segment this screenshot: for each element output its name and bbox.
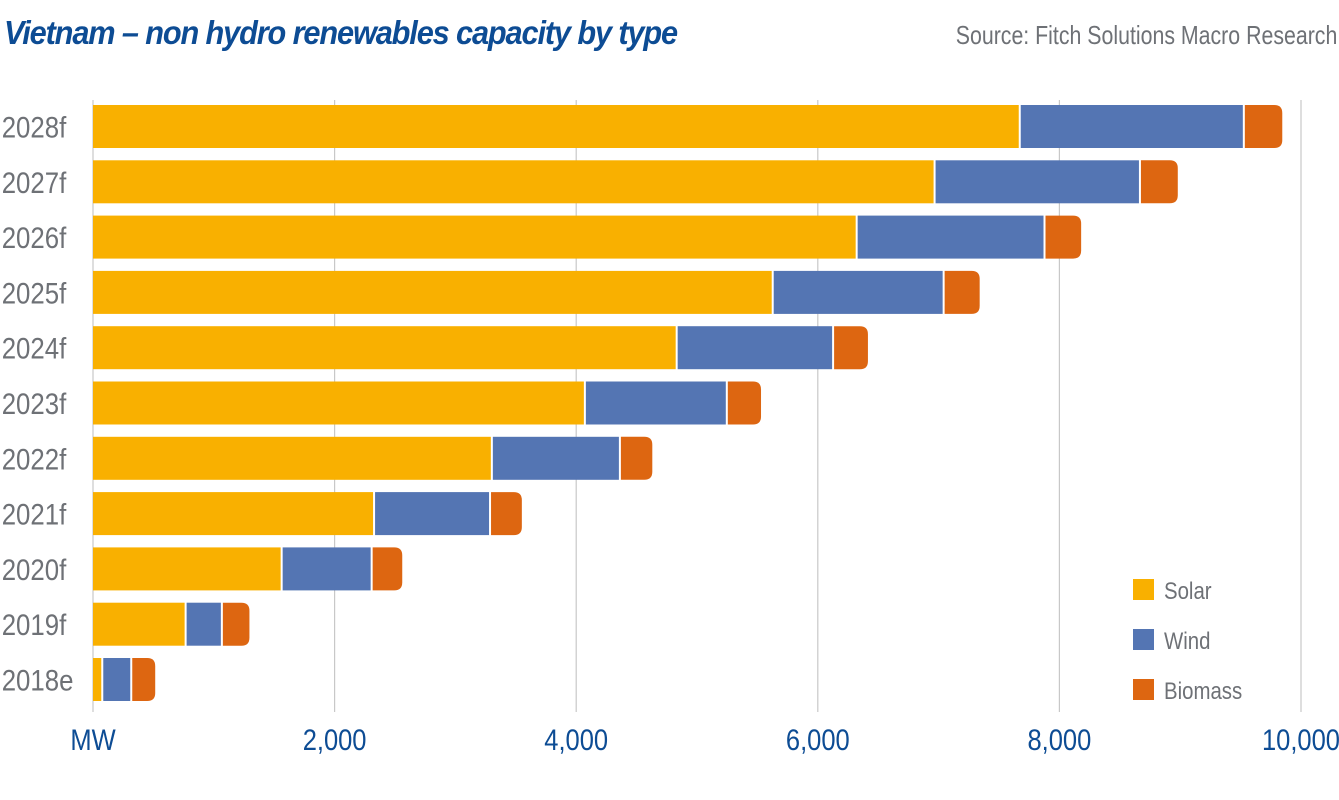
category-label: 2021f xyxy=(2,498,67,531)
category-label: 2018e xyxy=(2,664,74,697)
bar-segment-wind xyxy=(282,547,371,591)
x-tick-label: 4,000 xyxy=(544,723,608,756)
bar-segment-biomass xyxy=(727,381,762,425)
bar-segment-solar xyxy=(93,602,185,646)
category-label: 2023f xyxy=(2,387,67,420)
x-tick-label: 10,000 xyxy=(1262,723,1339,756)
legend-swatch-solar xyxy=(1133,579,1154,600)
category-label: 2019f xyxy=(2,608,67,641)
category-label: 2024f xyxy=(2,332,67,365)
bar-segment-wind xyxy=(103,658,131,701)
bar-segment-biomass xyxy=(944,270,980,314)
bars xyxy=(93,105,1283,701)
bar-segment-biomass xyxy=(372,547,403,591)
bar-segment-wind xyxy=(375,492,490,536)
legend-label-wind: Wind xyxy=(1164,627,1210,654)
x-tick-label: MW xyxy=(70,723,116,756)
category-label: 2026f xyxy=(2,221,67,254)
bar-segment-solar xyxy=(93,160,934,204)
chart-title: Vietnam – non hydro renewables capacity … xyxy=(4,14,678,51)
category-label: 2028f xyxy=(2,111,67,144)
bar-segment-biomass xyxy=(491,492,522,536)
bar-segment-solar xyxy=(93,492,374,536)
bar-segment-wind xyxy=(677,326,833,370)
bar-segment-biomass xyxy=(1244,105,1283,148)
x-tick-label: 2,000 xyxy=(303,723,367,756)
bar-segment-wind xyxy=(773,270,943,314)
bar-segment-wind xyxy=(1020,105,1243,148)
bar-segment-wind xyxy=(492,436,619,480)
category-label: 2022f xyxy=(2,442,67,475)
category-labels: 2028f 2027f 2026f 2025f 2024f 2023f 2022f 2021f… xyxy=(2,111,74,697)
bar-segment-solar xyxy=(93,215,856,259)
legend-label-solar: Solar xyxy=(1164,577,1212,604)
bar-segment-biomass xyxy=(620,436,653,480)
bar-segment-solar xyxy=(93,270,772,314)
source-note: Source: Fitch Solutions Macro Research xyxy=(955,20,1337,50)
bar-segment-wind xyxy=(585,381,726,425)
bar-segment-solar xyxy=(93,381,584,425)
bar-segment-solar xyxy=(93,658,102,701)
bar-segment-solar xyxy=(93,105,1019,148)
category-label: 2027f xyxy=(2,166,67,199)
bar-segment-solar xyxy=(93,326,676,370)
bar-segment-biomass xyxy=(1045,215,1082,259)
x-tick-label: 6,000 xyxy=(786,723,850,756)
bar-segment-wind xyxy=(186,602,221,646)
x-tick-label: 8,000 xyxy=(1028,723,1092,756)
bar-segment-wind xyxy=(935,160,1139,204)
bar-segment-biomass xyxy=(222,602,250,646)
bar-segment-wind xyxy=(857,215,1044,259)
bar-segment-biomass xyxy=(132,658,156,701)
bar-segment-biomass xyxy=(1140,160,1178,204)
legend-swatch-biomass xyxy=(1133,679,1154,700)
bar-segment-biomass xyxy=(834,326,868,370)
legend-swatch-wind xyxy=(1133,629,1154,650)
category-label: 2025f xyxy=(2,277,67,310)
legend: Solar Wind Biomass xyxy=(1133,577,1242,704)
bar-segment-solar xyxy=(93,547,281,591)
x-tick-labels: MW 2,000 4,000 6,000 8,000 10,000 xyxy=(70,723,1339,756)
legend-label-biomass: Biomass xyxy=(1164,677,1242,704)
category-label: 2020f xyxy=(2,553,67,586)
bar-segment-solar xyxy=(93,436,491,480)
